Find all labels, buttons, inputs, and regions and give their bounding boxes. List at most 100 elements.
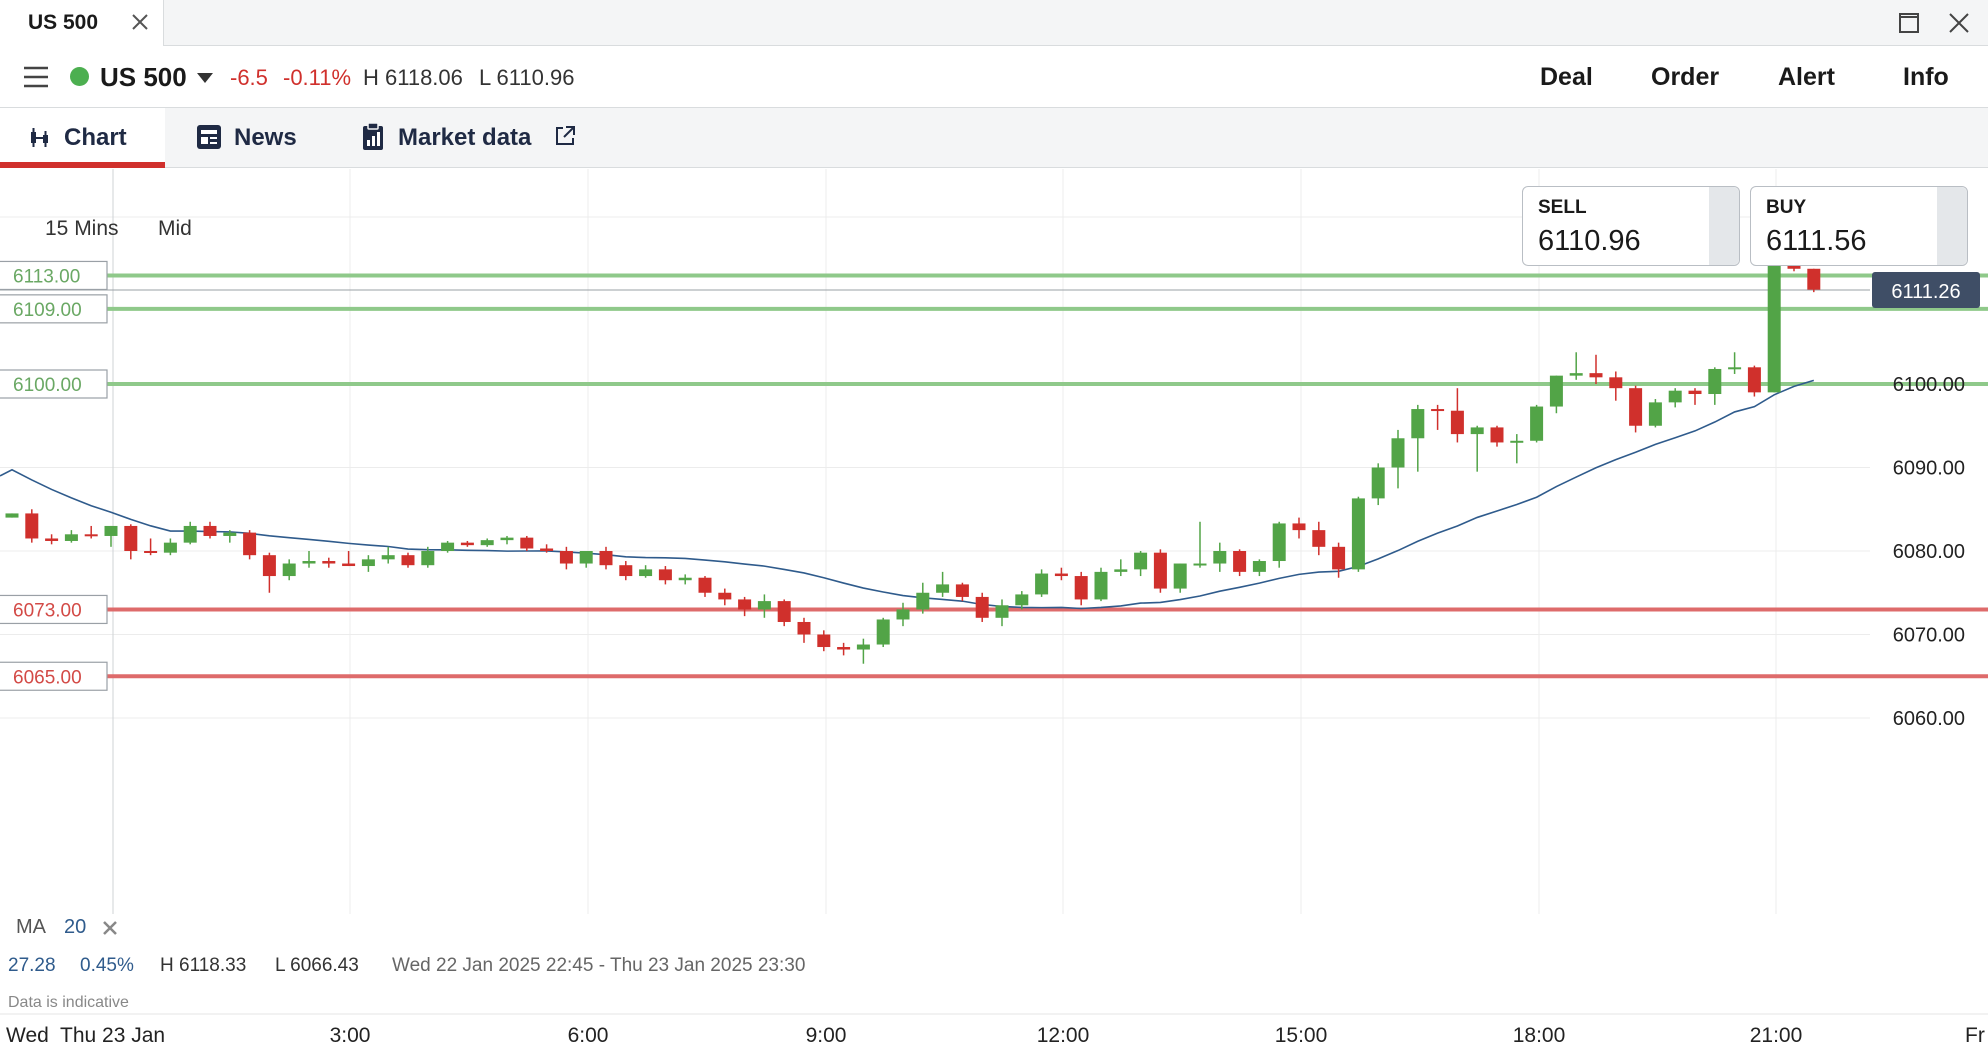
indicator-name: MA	[16, 916, 46, 938]
candle-body	[1015, 594, 1029, 606]
instrument-change: -6.5	[230, 65, 268, 90]
level-label-box	[0, 661, 108, 691]
candle-body	[1173, 563, 1187, 589]
candle-body	[1233, 551, 1247, 572]
level-label: 6113.00	[13, 266, 80, 287]
close-window-icon[interactable]	[1944, 8, 1974, 38]
instrument-name[interactable]: US 500	[100, 62, 187, 92]
moving-average-line	[0, 379, 1815, 610]
candle-body	[183, 525, 197, 543]
candle-body	[1688, 390, 1702, 395]
candle-body	[1332, 546, 1346, 570]
candle-body	[520, 537, 534, 549]
candle-body	[678, 577, 692, 581]
candle-body	[639, 569, 653, 577]
candle-body	[1134, 552, 1148, 570]
candle-body	[302, 561, 316, 564]
x-axis-tick-label: Wed	[6, 1024, 49, 1047]
candle-body	[342, 563, 356, 567]
candle-body	[837, 647, 851, 650]
candle-body	[1728, 367, 1742, 370]
candle-body	[1272, 523, 1286, 562]
candle-body	[1252, 561, 1266, 572]
candle-body	[817, 634, 831, 648]
candle-body	[876, 619, 890, 645]
range-change: 27.28	[8, 955, 56, 976]
hamburger-menu-icon[interactable]	[22, 64, 50, 90]
window-tab-strip: US 500	[0, 0, 1988, 46]
candle-body	[163, 542, 177, 553]
instrument-dropdown-icon[interactable]	[197, 73, 213, 83]
x-axis-tick-label: 6:00	[568, 1024, 609, 1047]
candle-body	[1450, 410, 1464, 435]
price-chart[interactable]: 6113.00 6109.00 6100.00 6073.00 6065.00 6060.…	[0, 169, 1988, 1054]
candle-body	[5, 513, 19, 518]
candle-body	[995, 605, 1009, 618]
candle-body	[1747, 367, 1761, 393]
y-axis-tick-label: 6090.00	[1893, 458, 1965, 480]
tab-news[interactable]: News	[190, 108, 320, 168]
indicator-period[interactable]: 20	[64, 916, 87, 938]
candle-body	[1530, 406, 1544, 441]
level-label-box	[0, 294, 108, 324]
x-axis-tick-label: 21:00	[1750, 1024, 1803, 1047]
candle-body	[896, 609, 910, 620]
range-dates: Wed 22 Jan 2025 22:45 - Thu 23 Jan 2025 …	[392, 955, 806, 976]
candle-body	[936, 584, 950, 593]
candle-body	[322, 561, 336, 564]
market-open-status-icon	[70, 67, 89, 86]
tab-chart[interactable]: Chart	[0, 108, 165, 168]
candle-body	[1312, 530, 1326, 547]
candle-body	[1153, 552, 1167, 589]
instrument-change-pct: -0.11%	[283, 65, 352, 90]
view-tabs: Chart News Market data	[0, 108, 1988, 168]
level-label-box	[0, 369, 108, 399]
candle-body	[104, 525, 118, 536]
tab-market-data[interactable]: Market data	[360, 108, 590, 168]
maximize-window-icon[interactable]	[1894, 8, 1924, 38]
candle-body	[223, 532, 237, 536]
candle-body	[45, 538, 59, 541]
external-link-icon	[556, 126, 575, 145]
candle-body	[738, 599, 752, 610]
x-axis-tick-label: 9:00	[806, 1024, 847, 1047]
sell-label: SELL	[1538, 197, 1587, 218]
newspaper-icon	[197, 125, 221, 149]
price-type-selector[interactable]: Mid	[158, 217, 192, 240]
window-tab-us500[interactable]: US 500	[0, 0, 164, 46]
buy-price: 6111.56	[1766, 225, 1867, 257]
current-price-label: 6111.26	[1891, 281, 1960, 303]
deal-button[interactable]: Deal	[1540, 63, 1593, 91]
close-tab-icon[interactable]	[128, 10, 152, 34]
level-label: 6100.00	[13, 375, 82, 396]
candle-body	[955, 584, 969, 597]
tab-market-data-label: Market data	[398, 124, 532, 151]
candle-body	[401, 555, 415, 566]
candle-body	[1629, 388, 1643, 426]
sell-button-strip	[1709, 187, 1739, 265]
info-button[interactable]: Info	[1903, 63, 1949, 91]
candle-body	[1351, 498, 1365, 570]
timeframe-selector[interactable]: 15 Mins	[45, 217, 119, 240]
remove-indicator-icon[interactable]	[101, 919, 119, 937]
order-button[interactable]: Order	[1651, 63, 1720, 91]
level-label: 6065.00	[13, 667, 82, 688]
candle-body	[421, 551, 435, 566]
sell-button[interactable]: SELL 6110.96	[1522, 186, 1740, 266]
candle-body	[1193, 563, 1207, 566]
instrument-bar: US 500 -6.5 -0.11% H 6118.06 L 6110.96 D…	[0, 46, 1988, 108]
candle-body	[460, 542, 474, 546]
buy-button[interactable]: BUY 6111.56	[1750, 186, 1968, 266]
candle-body	[540, 548, 554, 551]
tab-news-label: News	[234, 124, 297, 151]
level-label-box	[0, 594, 108, 625]
candle-body	[84, 534, 98, 537]
active-tab-indicator	[0, 162, 165, 168]
candle-body	[579, 551, 593, 564]
candle-body	[1371, 467, 1385, 499]
candle-body	[1767, 231, 1781, 393]
chart-area[interactable]: 6113.00 6109.00 6100.00 6073.00 6065.00 6060.…	[0, 169, 1988, 1054]
candle-body	[1708, 368, 1722, 395]
sell-price: 6110.96	[1538, 225, 1641, 257]
alert-button[interactable]: Alert	[1778, 63, 1835, 91]
